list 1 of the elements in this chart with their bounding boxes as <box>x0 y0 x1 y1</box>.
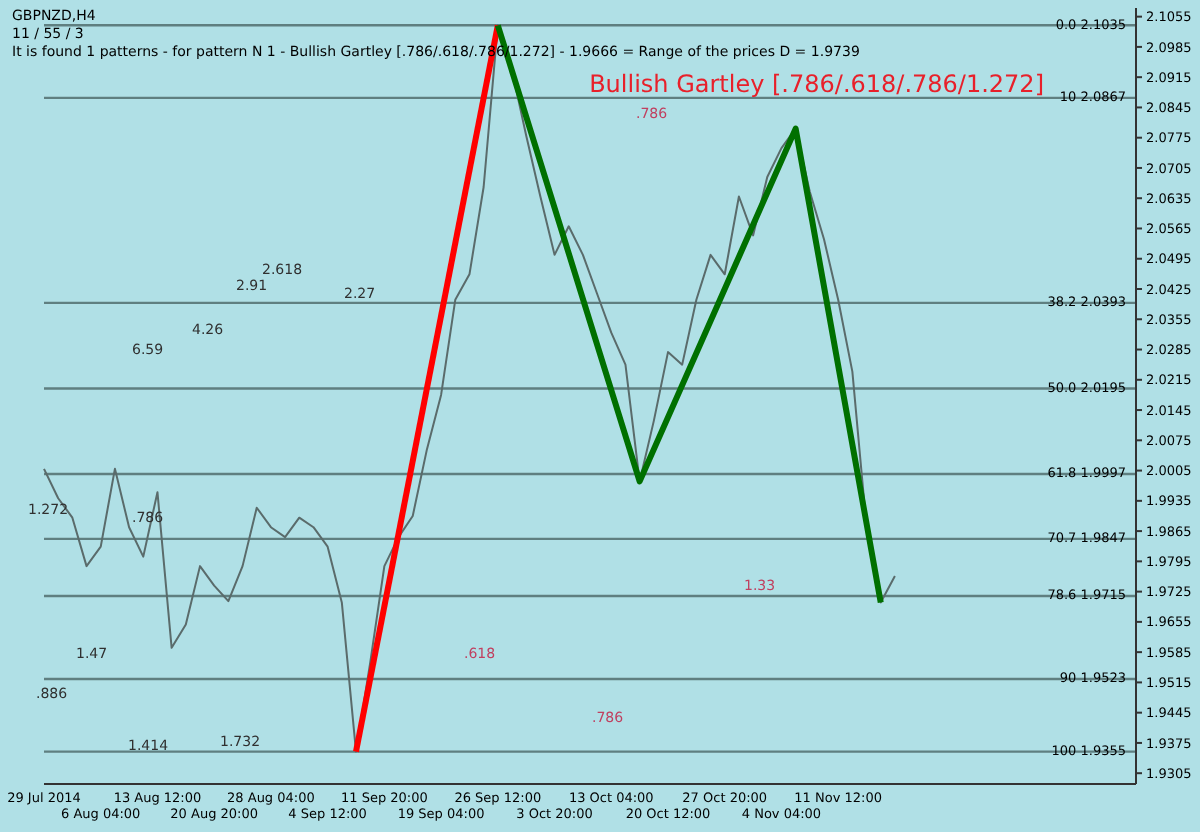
annotation: Bullish Gartley [.786/.618/.786/1.272] <box>589 70 1044 98</box>
